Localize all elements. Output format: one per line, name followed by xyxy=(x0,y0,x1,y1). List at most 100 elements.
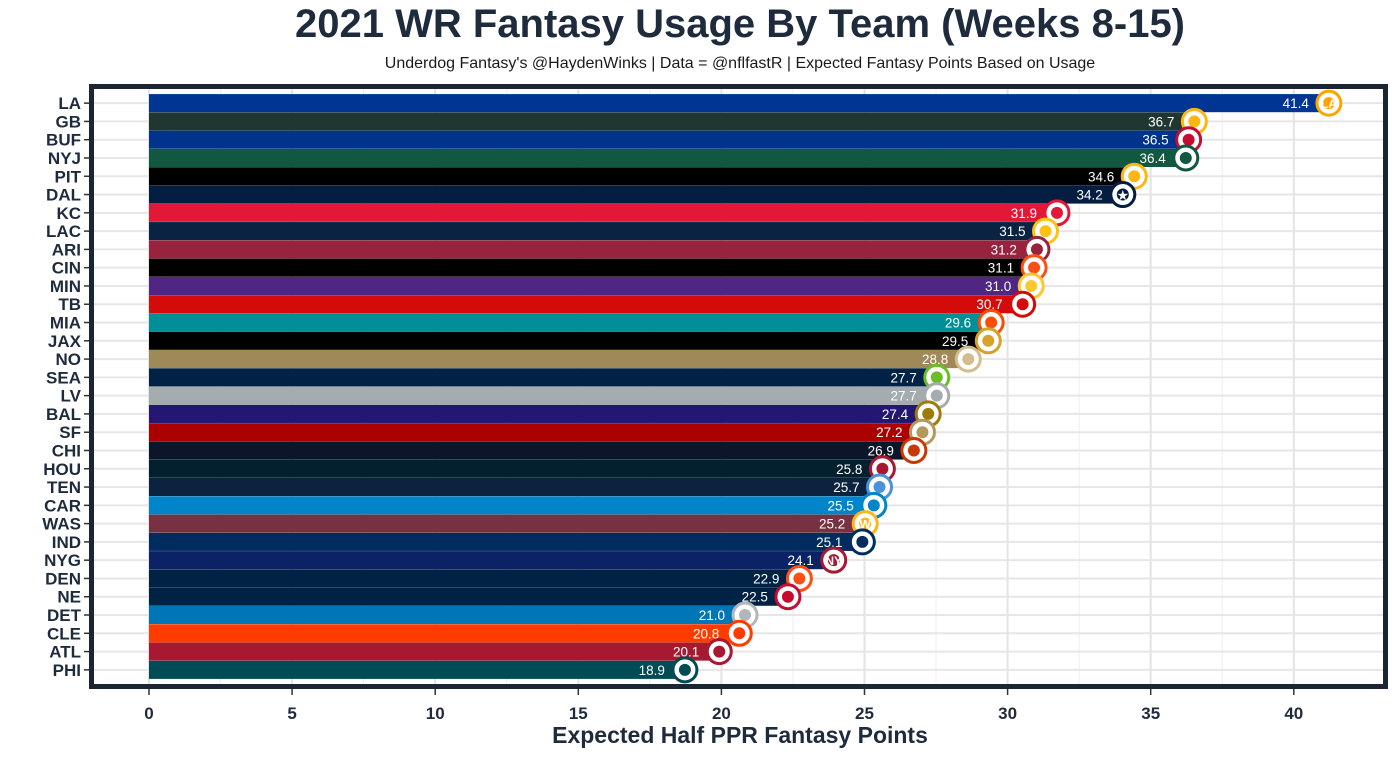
team-logo-dot-tb xyxy=(1016,298,1029,311)
bar-phi xyxy=(149,660,690,679)
value-label-nyg: 24.1 xyxy=(787,553,813,568)
y-tick-label-phi: PHI xyxy=(53,661,81,680)
team-logo-dot-phi xyxy=(678,663,691,676)
x-tick-label-35: 35 xyxy=(1141,704,1160,723)
team-logo-dot-hou xyxy=(876,462,889,475)
bar-ind xyxy=(149,532,868,551)
team-logo-dot-atl xyxy=(713,645,726,658)
x-axis-label: Expected Half PPR Fantasy Points xyxy=(552,722,928,748)
y-tick-label-pit: PIT xyxy=(55,167,82,186)
team-logo-dot-sea xyxy=(930,371,943,384)
team-logo-dot-car xyxy=(867,499,880,512)
team-logo-dot-gb xyxy=(1188,115,1201,128)
bar-atl xyxy=(149,642,725,661)
bar-mia xyxy=(149,313,997,332)
y-tick-label-chi: CHI xyxy=(52,441,81,460)
team-logo-dot-was xyxy=(859,517,872,530)
y-tick-label-ten: TEN xyxy=(47,478,81,497)
bar-la xyxy=(149,94,1334,113)
x-tick-label-20: 20 xyxy=(712,704,731,723)
bar-sea xyxy=(149,368,942,387)
value-label-mia: 29.6 xyxy=(945,316,971,331)
bar-chi xyxy=(149,441,919,460)
y-tick-label-kc: KC xyxy=(56,204,81,223)
team-logo-dot-buf xyxy=(1182,133,1195,146)
bar-ari xyxy=(149,240,1042,259)
bar-cin xyxy=(149,258,1040,277)
bar-kc xyxy=(149,203,1062,222)
value-label-pit: 34.6 xyxy=(1088,169,1114,184)
value-label-kc: 31.9 xyxy=(1011,206,1037,221)
value-label-ne: 22.5 xyxy=(742,590,768,605)
y-tick-label-no: NO xyxy=(56,350,82,369)
y-tick-label-ari: ARI xyxy=(52,240,81,259)
y-tick-label-atl: ATL xyxy=(49,643,81,662)
value-label-no: 28.8 xyxy=(922,352,948,367)
team-logo-dot-chi xyxy=(907,444,920,457)
x-tick-label-30: 30 xyxy=(998,704,1017,723)
value-label-atl: 20.1 xyxy=(673,645,699,660)
y-tick-label-car: CAR xyxy=(44,496,81,515)
value-label-la: 41.4 xyxy=(1283,96,1310,111)
team-logo-dot-jax xyxy=(982,334,995,347)
bar-tb xyxy=(149,295,1028,314)
value-label-lac: 31.5 xyxy=(999,224,1025,239)
bar-pit xyxy=(149,167,1140,186)
value-label-ari: 31.2 xyxy=(991,242,1017,257)
team-logo-dot-ari xyxy=(1030,243,1043,256)
y-tick-label-gb: GB xyxy=(56,112,82,131)
team-logo-dot-cle xyxy=(733,627,746,640)
y-tick-label-ne: NE xyxy=(57,588,81,607)
y-tick-label-den: DEN xyxy=(45,569,81,588)
value-label-lv: 27.7 xyxy=(890,389,916,404)
bar-buf xyxy=(149,130,1194,149)
x-tick-label-15: 15 xyxy=(569,704,588,723)
value-label-sea: 27.7 xyxy=(890,370,916,385)
value-label-dal: 34.2 xyxy=(1077,188,1103,203)
y-tick-label-lac: LAC xyxy=(46,222,81,241)
y-tick-label-cle: CLE xyxy=(47,624,81,643)
y-tick-label-det: DET xyxy=(47,606,82,625)
team-logo-dot-min xyxy=(1025,279,1038,292)
plot-frame xyxy=(89,84,1388,689)
value-label-cin: 31.1 xyxy=(988,261,1014,276)
bar-dal xyxy=(149,185,1128,204)
bar-no xyxy=(149,350,974,369)
y-tick-label-bal: BAL xyxy=(46,405,81,424)
bar-min xyxy=(149,276,1037,296)
value-label-den: 22.9 xyxy=(753,571,779,586)
y-tick-label-dal: DAL xyxy=(46,186,81,205)
team-logo-dot-nyj xyxy=(1179,151,1192,164)
x-tick-label-0: 0 xyxy=(144,704,153,723)
x-tick-label-25: 25 xyxy=(855,704,874,723)
y-tick-label-min: MIN xyxy=(50,277,81,296)
value-label-chi: 26.9 xyxy=(868,443,894,458)
value-label-buf: 36.5 xyxy=(1142,133,1168,148)
team-logo-dot-bal xyxy=(922,407,935,420)
value-label-tb: 30.7 xyxy=(976,297,1002,312)
y-tick-label-cin: CIN xyxy=(52,259,81,278)
team-logo-dot-lac xyxy=(1039,225,1052,238)
y-tick-label-buf: BUF xyxy=(46,131,81,150)
value-label-hou: 25.8 xyxy=(836,462,862,477)
team-logo-dot-ne xyxy=(781,590,794,603)
value-label-bal: 27.4 xyxy=(882,407,909,422)
x-tick-label-10: 10 xyxy=(426,704,445,723)
value-label-gb: 36.7 xyxy=(1148,114,1174,129)
bar-lv xyxy=(149,386,942,405)
value-label-sf: 27.2 xyxy=(876,425,902,440)
y-tick-label-nyj: NYJ xyxy=(48,149,81,168)
value-label-phi: 18.9 xyxy=(639,663,665,678)
bar-den xyxy=(149,569,805,588)
y-tick-label-sf: SF xyxy=(59,423,81,442)
team-logo-dot-sf xyxy=(916,426,929,439)
team-logo-dot-no xyxy=(962,353,975,366)
chart-title: 2021 WR Fantasy Usage By Team (Weeks 8-1… xyxy=(294,2,1186,46)
y-tick-label-hou: HOU xyxy=(43,460,81,479)
y-tick-label-mia: MIA xyxy=(50,314,81,333)
y-tick-label-tb: TB xyxy=(58,295,81,314)
value-label-cle: 20.8 xyxy=(693,626,719,641)
team-logo-dot-den xyxy=(793,572,806,585)
y-tick-label-lv: LV xyxy=(61,387,82,406)
value-label-nyj: 36.4 xyxy=(1139,151,1166,166)
